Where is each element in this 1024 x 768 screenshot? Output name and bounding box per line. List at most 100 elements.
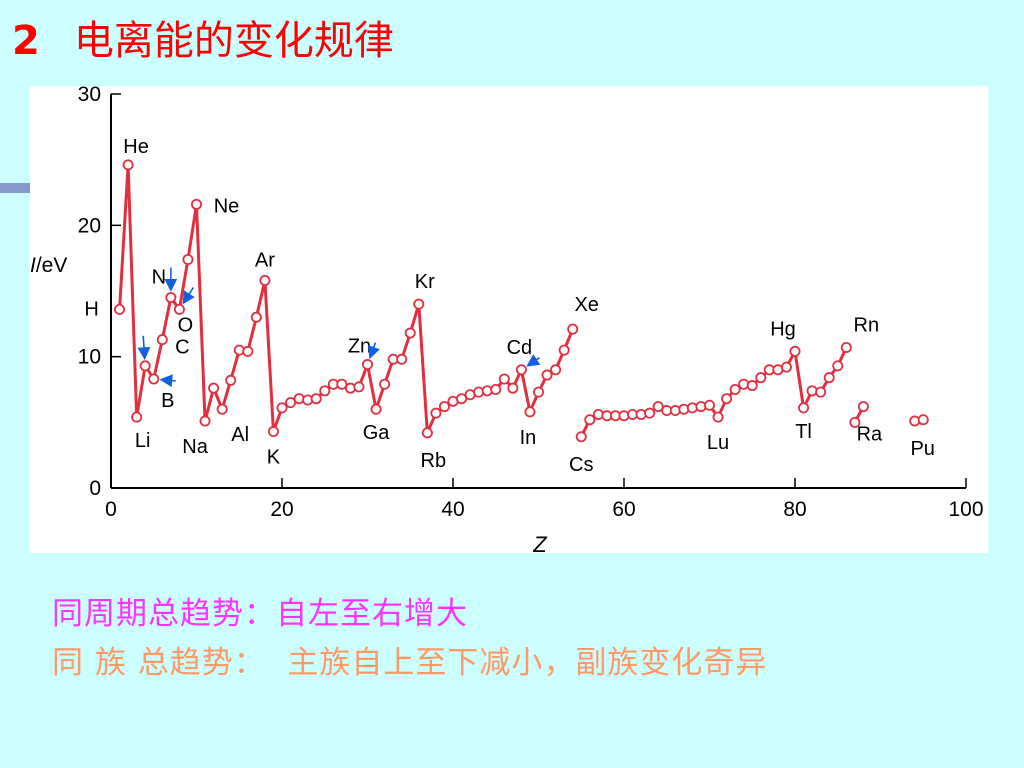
element-label-Pu: Pu <box>910 438 934 460</box>
y-tick-label-30: 30 <box>78 86 101 106</box>
element-label-H: H <box>84 298 98 320</box>
element-label-Al: Al <box>231 424 249 446</box>
data-point-z95 <box>917 414 929 426</box>
data-point-z7 <box>165 292 177 304</box>
data-point-z30 <box>361 359 373 371</box>
data-point-z1 <box>114 303 126 315</box>
x-tick-label-80: 80 <box>783 498 806 521</box>
element-label-Ar: Ar <box>255 249 275 271</box>
element-label-Xe: Xe <box>574 294 598 316</box>
data-point-z10 <box>190 198 202 210</box>
decorative-bar <box>0 183 30 193</box>
slide-title: 2 电离能的变化规律 <box>12 8 394 66</box>
element-label-O: O <box>178 314 194 336</box>
element-label-He: He <box>123 136 149 158</box>
data-point-z53 <box>558 344 570 356</box>
data-point-z25 <box>319 385 331 397</box>
data-point-z46 <box>498 373 510 385</box>
data-point-z79 <box>780 361 792 373</box>
data-point-z51 <box>541 369 553 381</box>
element-label-Rb: Rb <box>421 450 447 472</box>
data-point-z83 <box>815 386 827 398</box>
data-point-z18 <box>259 274 271 286</box>
data-point-z47 <box>507 382 519 394</box>
data-point-z48 <box>515 364 527 376</box>
y-axis-label: I/eV <box>30 254 67 277</box>
data-point-z73 <box>729 383 741 395</box>
element-label-Rn: Rn <box>854 314 880 336</box>
data-point-z19 <box>267 426 279 438</box>
anomaly-arrow-z48 <box>526 354 541 367</box>
data-point-z84 <box>823 372 835 384</box>
element-label-Hg: Hg <box>770 318 796 340</box>
data-point-z24 <box>310 393 322 405</box>
data-point-z49 <box>524 406 536 418</box>
element-label-K: K <box>267 447 281 469</box>
element-label-Ne: Ne <box>214 195 240 217</box>
anomaly-arrow-z30 <box>367 342 380 360</box>
data-point-z71 <box>712 411 724 423</box>
x-tick-label-20: 20 <box>270 498 293 521</box>
data-point-z64 <box>652 401 664 413</box>
series-line-0 <box>118 163 575 435</box>
element-label-Kr: Kr <box>415 271 435 293</box>
data-point-z8 <box>173 303 185 315</box>
data-point-z20 <box>276 402 288 414</box>
x-axis-label: Z <box>532 532 548 553</box>
data-point-z38 <box>430 407 442 419</box>
element-label-N: N <box>152 267 166 289</box>
y-tick-label-0: 0 <box>89 477 101 500</box>
data-point-z29 <box>353 381 365 393</box>
data-point-z27 <box>336 378 348 390</box>
element-label-Li: Li <box>135 430 151 452</box>
element-label-Cs: Cs <box>569 454 593 476</box>
data-point-z63 <box>644 407 656 419</box>
note-group-trend: 同 族 总趋势： 主族自上至下减小，副族变化奇异 <box>52 645 768 681</box>
data-point-z36 <box>413 298 425 310</box>
element-label-B: B <box>161 390 174 412</box>
data-point-z31 <box>370 403 382 415</box>
data-point-z55 <box>575 431 587 443</box>
element-label-Ra: Ra <box>857 424 883 446</box>
data-point-z52 <box>550 364 562 376</box>
anomaly-arrow-z5 <box>159 374 176 388</box>
anomaly-arrow-z8 <box>182 286 195 305</box>
data-point-z75 <box>746 380 758 392</box>
data-point-z16 <box>242 345 254 357</box>
ionization-energy-chart: 0 20 40 60 80 100 0 10 20 30 I/eV Z H He Li B C N O Ne Na Al A… <box>30 86 984 553</box>
data-point-z39 <box>438 401 450 413</box>
x-tick-label-100: 100 <box>948 498 983 521</box>
slide-number: 2 <box>12 18 40 64</box>
title-text: 电离能的变化规律 <box>73 18 394 64</box>
data-point-z4 <box>139 360 151 372</box>
data-point-z80 <box>789 345 801 357</box>
x-tick-label-0: 0 <box>105 498 117 521</box>
note-period-trend: 同周期总趋势：自左至右增大 <box>52 596 468 632</box>
data-point-z35 <box>404 327 416 339</box>
data-point-z2 <box>122 159 134 171</box>
data-point-z87 <box>849 416 861 428</box>
element-label-Cd: Cd <box>507 337 533 359</box>
element-label-Na: Na <box>182 436 208 458</box>
anomaly-arrow-z4 <box>137 335 151 361</box>
data-point-z72 <box>721 393 733 405</box>
element-label-In: In <box>520 427 537 449</box>
element-label-C: C <box>175 337 189 359</box>
data-point-z54 <box>567 323 579 335</box>
data-point-z5 <box>148 373 160 385</box>
element-label-Zn: Zn <box>348 336 371 358</box>
data-point-z9 <box>182 253 194 265</box>
data-point-z13 <box>216 403 228 415</box>
data-point-z37 <box>421 427 433 439</box>
data-point-z21 <box>285 397 297 409</box>
data-point-z11 <box>199 415 211 427</box>
data-point-z86 <box>840 341 852 353</box>
data-point-z88 <box>857 401 869 413</box>
data-point-z12 <box>208 382 220 394</box>
data-point-z70 <box>704 399 716 411</box>
element-label-Tl: Tl <box>795 421 812 443</box>
data-point-z76 <box>755 372 767 384</box>
data-point-z45 <box>490 383 502 395</box>
data-point-z14 <box>225 374 237 386</box>
data-point-z50 <box>532 386 544 398</box>
